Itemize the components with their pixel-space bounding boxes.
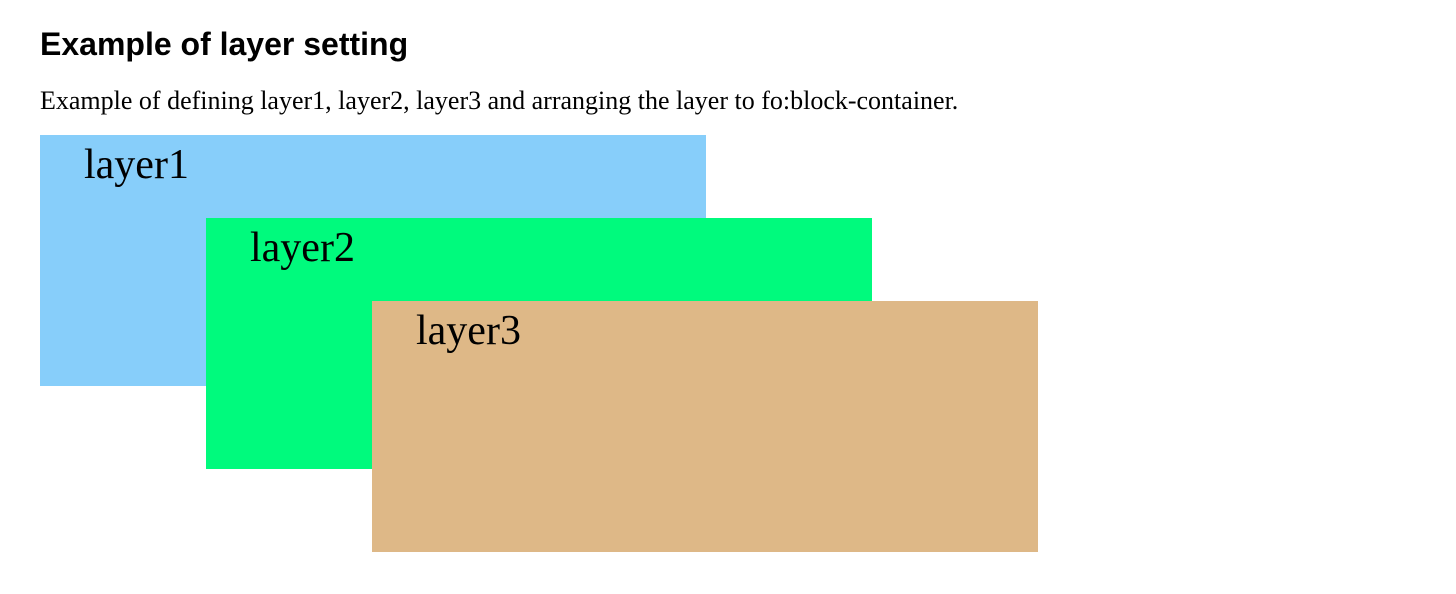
page-description: Example of defining layer1, layer2, laye…: [40, 86, 959, 115]
layer3-block: layer3: [372, 301, 1038, 552]
page-title: Example of layer setting: [40, 26, 409, 62]
layer3-label: layer3: [416, 308, 521, 354]
layer1-label: layer1: [84, 142, 189, 188]
layer2-label: layer2: [250, 225, 355, 271]
